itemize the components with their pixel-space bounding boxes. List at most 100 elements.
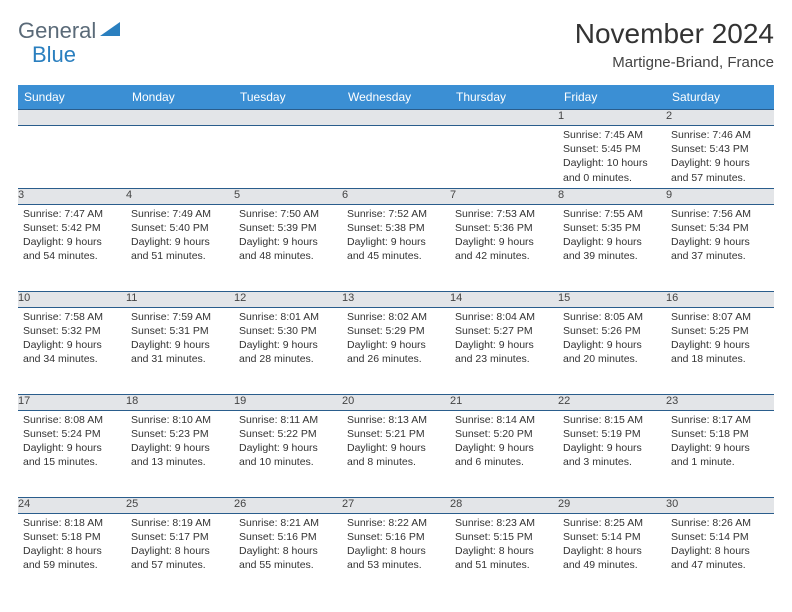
- day-number-cell: 15: [558, 291, 666, 307]
- day-cell-body: Sunrise: 8:15 AMSunset: 5:19 PMDaylight:…: [558, 411, 666, 473]
- day-cell-body: Sunrise: 8:23 AMSunset: 5:15 PMDaylight:…: [450, 514, 558, 576]
- day-cell: Sunrise: 8:17 AMSunset: 5:18 PMDaylight:…: [666, 410, 774, 497]
- sunset-line: Sunset: 5:18 PM: [671, 427, 769, 441]
- daylight-line-1: Daylight: 9 hours: [347, 235, 445, 249]
- day-number-cell: 17: [18, 394, 126, 410]
- daylight-line-1: Daylight: 9 hours: [455, 338, 553, 352]
- sunset-line: Sunset: 5:32 PM: [23, 324, 121, 338]
- day-cell-body: Sunrise: 8:10 AMSunset: 5:23 PMDaylight:…: [126, 411, 234, 473]
- day-cell-body: Sunrise: 7:55 AMSunset: 5:35 PMDaylight:…: [558, 205, 666, 267]
- day-cell: Sunrise: 7:58 AMSunset: 5:32 PMDaylight:…: [18, 307, 126, 394]
- daylight-line-1: Daylight: 9 hours: [563, 235, 661, 249]
- sunset-line: Sunset: 5:14 PM: [563, 530, 661, 544]
- sunset-line: Sunset: 5:18 PM: [23, 530, 121, 544]
- brand-text-2-wrap: Blue: [32, 42, 76, 68]
- daynum-row: 10111213141516: [18, 291, 774, 307]
- day-cell: Sunrise: 8:21 AMSunset: 5:16 PMDaylight:…: [234, 513, 342, 600]
- sunrise-line: Sunrise: 7:49 AM: [131, 207, 229, 221]
- sunset-line: Sunset: 5:14 PM: [671, 530, 769, 544]
- sunrise-line: Sunrise: 7:47 AM: [23, 207, 121, 221]
- day-cell-body: Sunrise: 8:08 AMSunset: 5:24 PMDaylight:…: [18, 411, 126, 473]
- sunset-line: Sunset: 5:34 PM: [671, 221, 769, 235]
- sunset-line: Sunset: 5:17 PM: [131, 530, 229, 544]
- daylight-line-2: and 48 minutes.: [239, 249, 337, 263]
- daylight-line-2: and 13 minutes.: [131, 455, 229, 469]
- day-number-cell: 7: [450, 188, 558, 204]
- sunrise-line: Sunrise: 8:17 AM: [671, 413, 769, 427]
- day-cell: Sunrise: 8:02 AMSunset: 5:29 PMDaylight:…: [342, 307, 450, 394]
- sunrise-line: Sunrise: 7:52 AM: [347, 207, 445, 221]
- day-cell: Sunrise: 8:22 AMSunset: 5:16 PMDaylight:…: [342, 513, 450, 600]
- day-cell: [234, 126, 342, 189]
- daylight-line-2: and 1 minute.: [671, 455, 769, 469]
- title-block: November 2024 Martigne-Briand, France: [575, 18, 774, 71]
- week-content-row: Sunrise: 7:45 AMSunset: 5:45 PMDaylight:…: [18, 126, 774, 189]
- daylight-line-1: Daylight: 9 hours: [23, 338, 121, 352]
- month-title: November 2024: [575, 18, 774, 50]
- location-label: Martigne-Briand, France: [575, 54, 774, 71]
- daylight-line-2: and 37 minutes.: [671, 249, 769, 263]
- sunset-line: Sunset: 5:42 PM: [23, 221, 121, 235]
- day-cell: Sunrise: 7:56 AMSunset: 5:34 PMDaylight:…: [666, 204, 774, 291]
- sunset-line: Sunset: 5:30 PM: [239, 324, 337, 338]
- weekday-header: Sunday: [18, 85, 126, 110]
- daynum-row: 12: [18, 110, 774, 126]
- daylight-line-2: and 42 minutes.: [455, 249, 553, 263]
- day-cell-body: Sunrise: 8:21 AMSunset: 5:16 PMDaylight:…: [234, 514, 342, 576]
- daylight-line-2: and 6 minutes.: [455, 455, 553, 469]
- day-number-cell: 12: [234, 291, 342, 307]
- day-cell-body: Sunrise: 8:26 AMSunset: 5:14 PMDaylight:…: [666, 514, 774, 576]
- sunrise-line: Sunrise: 8:08 AM: [23, 413, 121, 427]
- daylight-line-1: Daylight: 9 hours: [239, 441, 337, 455]
- daylight-line-2: and 39 minutes.: [563, 249, 661, 263]
- calendar-table: SundayMondayTuesdayWednesdayThursdayFrid…: [18, 85, 774, 600]
- daylight-line-1: Daylight: 9 hours: [455, 441, 553, 455]
- day-number-cell: 14: [450, 291, 558, 307]
- sunrise-line: Sunrise: 8:25 AM: [563, 516, 661, 530]
- daylight-line-2: and 3 minutes.: [563, 455, 661, 469]
- daylight-line-2: and 20 minutes.: [563, 352, 661, 366]
- daylight-line-1: Daylight: 9 hours: [671, 235, 769, 249]
- daynum-row: 24252627282930: [18, 497, 774, 513]
- daylight-line-2: and 18 minutes.: [671, 352, 769, 366]
- daylight-line-2: and 45 minutes.: [347, 249, 445, 263]
- sunset-line: Sunset: 5:22 PM: [239, 427, 337, 441]
- daylight-line-2: and 26 minutes.: [347, 352, 445, 366]
- day-number-cell: 9: [666, 188, 774, 204]
- sunrise-line: Sunrise: 8:04 AM: [455, 310, 553, 324]
- daylight-line-2: and 31 minutes.: [131, 352, 229, 366]
- sunset-line: Sunset: 5:21 PM: [347, 427, 445, 441]
- sunset-line: Sunset: 5:16 PM: [347, 530, 445, 544]
- day-cell-body: Sunrise: 8:01 AMSunset: 5:30 PMDaylight:…: [234, 308, 342, 370]
- day-number-cell: 10: [18, 291, 126, 307]
- sunrise-line: Sunrise: 8:13 AM: [347, 413, 445, 427]
- day-number-cell: 5: [234, 188, 342, 204]
- daylight-line-1: Daylight: 9 hours: [563, 338, 661, 352]
- day-cell: Sunrise: 7:45 AMSunset: 5:45 PMDaylight:…: [558, 126, 666, 189]
- daylight-line-1: Daylight: 8 hours: [347, 544, 445, 558]
- day-number-cell: 22: [558, 394, 666, 410]
- brand-text-1: General: [18, 18, 96, 44]
- daylight-line-1: Daylight: 8 hours: [131, 544, 229, 558]
- day-number-cell: 2: [666, 110, 774, 126]
- daylight-line-1: Daylight: 9 hours: [347, 338, 445, 352]
- day-cell: Sunrise: 7:55 AMSunset: 5:35 PMDaylight:…: [558, 204, 666, 291]
- daylight-line-2: and 51 minutes.: [455, 558, 553, 572]
- day-cell: Sunrise: 8:14 AMSunset: 5:20 PMDaylight:…: [450, 410, 558, 497]
- daylight-line-2: and 15 minutes.: [23, 455, 121, 469]
- page-header: General November 2024 Martigne-Briand, F…: [18, 18, 774, 71]
- day-cell-body: Sunrise: 7:53 AMSunset: 5:36 PMDaylight:…: [450, 205, 558, 267]
- day-cell: Sunrise: 8:10 AMSunset: 5:23 PMDaylight:…: [126, 410, 234, 497]
- daylight-line-2: and 47 minutes.: [671, 558, 769, 572]
- sunset-line: Sunset: 5:25 PM: [671, 324, 769, 338]
- sunrise-line: Sunrise: 8:02 AM: [347, 310, 445, 324]
- weekday-header: Monday: [126, 85, 234, 110]
- sunrise-line: Sunrise: 7:53 AM: [455, 207, 553, 221]
- day-number-cell: 3: [18, 188, 126, 204]
- day-number-cell: 20: [342, 394, 450, 410]
- daylight-line-1: Daylight: 9 hours: [563, 441, 661, 455]
- sunset-line: Sunset: 5:29 PM: [347, 324, 445, 338]
- day-cell: Sunrise: 8:04 AMSunset: 5:27 PMDaylight:…: [450, 307, 558, 394]
- day-cell: Sunrise: 7:49 AMSunset: 5:40 PMDaylight:…: [126, 204, 234, 291]
- daylight-line-1: Daylight: 9 hours: [23, 441, 121, 455]
